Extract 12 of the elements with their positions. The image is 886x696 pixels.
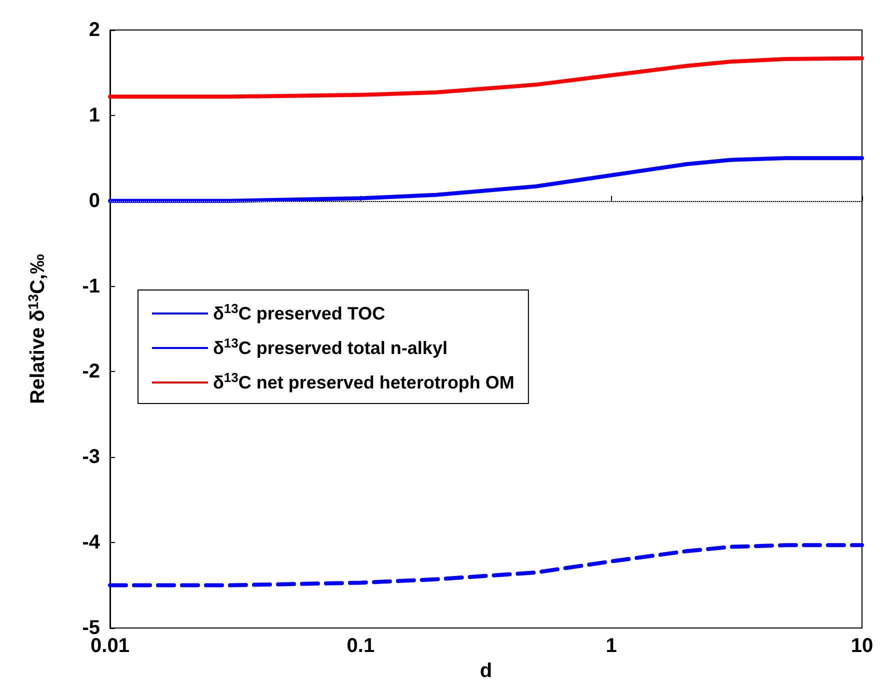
y-tick-label: -1: [82, 275, 100, 298]
x-axis-title: d: [480, 660, 492, 682]
y-tick-label: 1: [88, 104, 100, 126]
y-axis-title: Relative δ13C,‰: [25, 254, 49, 404]
y-tick-label: -3: [82, 446, 100, 468]
x-tick-label: 10: [850, 635, 874, 657]
y-tick-label: 0: [88, 190, 100, 212]
x-tick-label: 0.1: [346, 635, 375, 657]
y-tick-label: -4: [82, 532, 101, 554]
y-tick-label: -2: [82, 360, 100, 383]
x-tick-label: 1: [606, 635, 617, 657]
y-tick-label: 2: [88, 19, 100, 41]
